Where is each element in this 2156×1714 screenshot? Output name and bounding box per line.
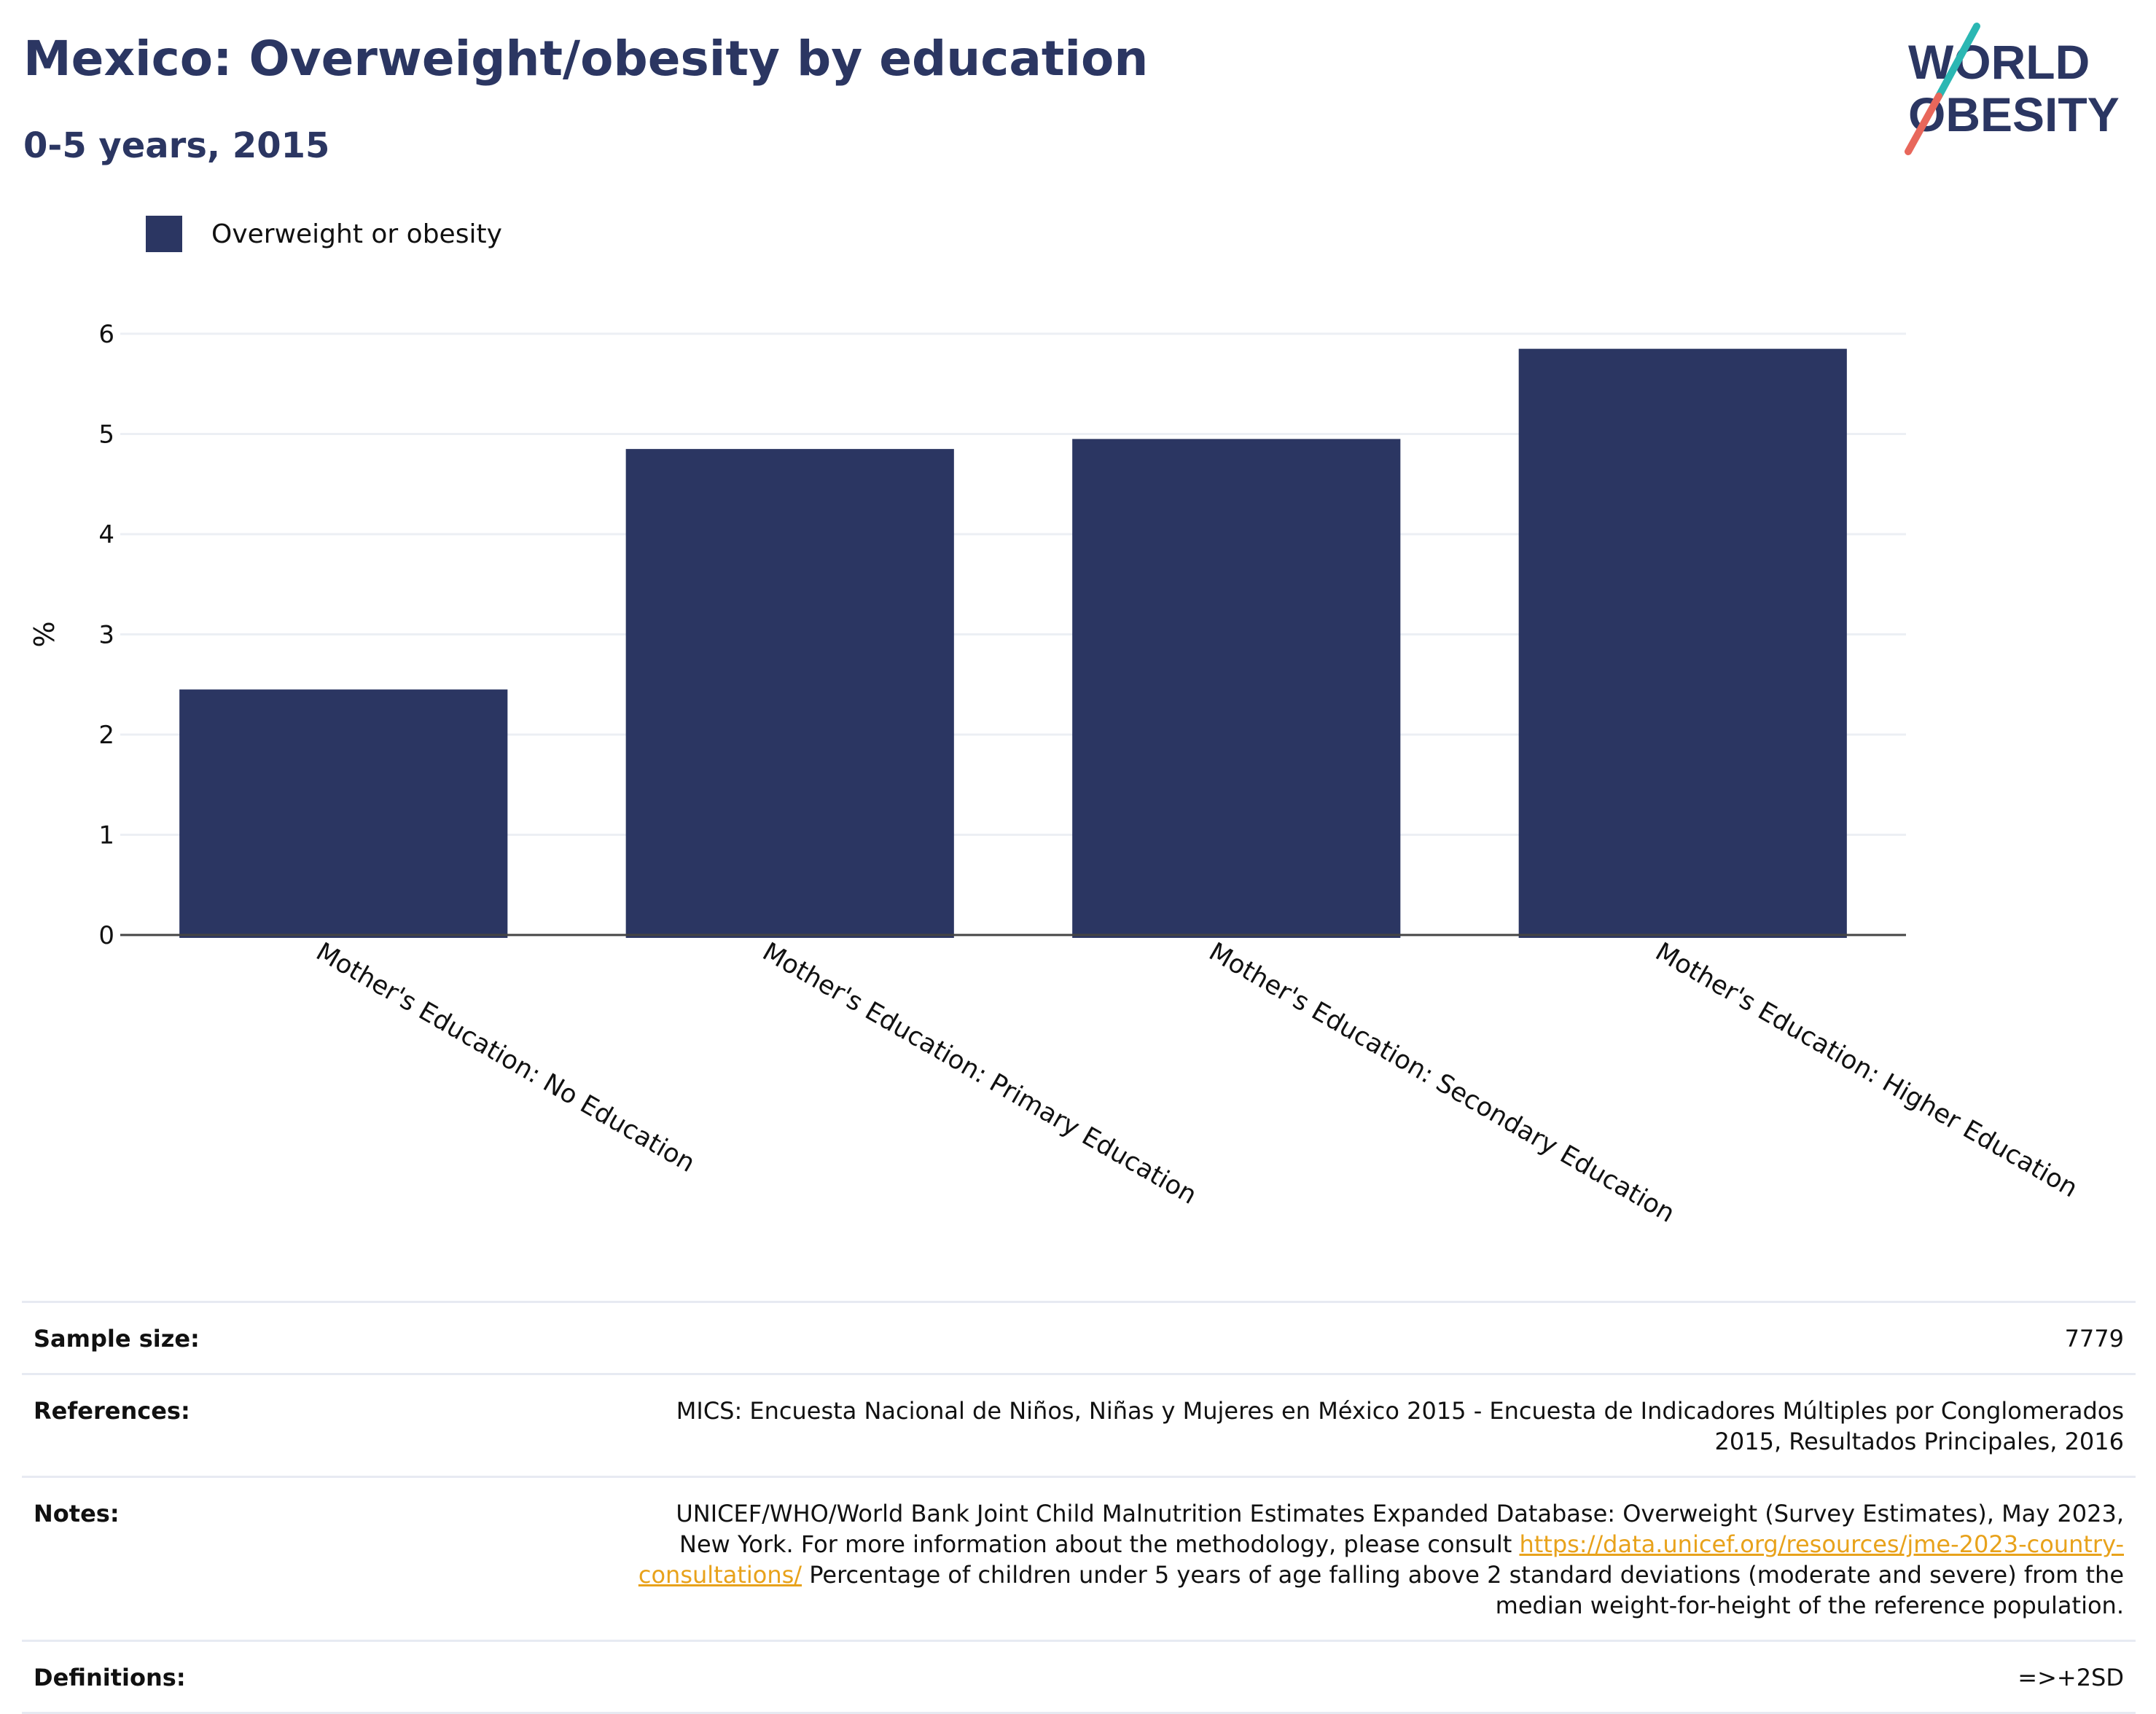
footer-row-sample-size: Sample size: 7779 <box>22 1301 2136 1373</box>
legend-label: Overweight or obesity <box>211 219 502 249</box>
y-tick-label: 0 <box>98 921 114 950</box>
definitions-value: =>+2SD <box>2018 1664 2124 1691</box>
sample-size-label: Sample size: <box>34 1325 200 1353</box>
notes-link[interactable]: https://data.unicef.org/resources/jme-20… <box>638 1530 2124 1589</box>
bar-chart: 0 1 2 3 4 5 6% Mother's Education: No Education… <box>28 320 2082 1229</box>
y-tick-label: 3 <box>98 621 114 650</box>
footer-table: Sample size: 7779 References: MICS: Encu… <box>22 1301 2136 1714</box>
notes-text-after: Percentage of children under 5 years of … <box>802 1561 2124 1619</box>
logo-slash-coral <box>1905 93 1942 155</box>
bar <box>1518 348 1847 938</box>
footer-row-notes: Notes: UNICEF/WHO/World Bank Joint Child… <box>22 1476 2136 1640</box>
logo-word-2: OBESITY <box>1908 87 2120 141</box>
y-tick-label: 2 <box>98 721 114 750</box>
bar <box>625 449 954 938</box>
y-tick-label: 5 <box>98 420 114 450</box>
legend-swatch <box>146 216 182 252</box>
x-tick-label: Mother's Education: No Education <box>311 937 700 1178</box>
y-axis-label: % <box>28 621 60 647</box>
y-tick-label: 4 <box>98 520 114 549</box>
notes-text-before: UNICEF/WHO/World Bank Joint Child Malnut… <box>676 1500 2124 1558</box>
x-tick-label: Mother's Education: Secondary Education <box>1204 937 1679 1229</box>
x-tick-label: Mother's Education: Higher Education <box>1650 937 2082 1203</box>
footer-row-definitions: Definitions: =>+2SD <box>22 1640 2136 1714</box>
legend[interactable]: Overweight or obesity <box>146 216 502 252</box>
y-tick-label: 6 <box>98 320 114 349</box>
chart-subtitle: 0-5 years, 2015 <box>23 125 330 166</box>
logo-slash-teal <box>1935 23 1980 100</box>
bar <box>179 689 508 938</box>
sample-size-value: 7779 <box>2064 1325 2124 1353</box>
footer-row-references: References: MICS: Encuesta Nacional de N… <box>22 1373 2136 1476</box>
definitions-label: Definitions: <box>34 1664 186 1691</box>
notes-label: Notes: <box>34 1500 120 1527</box>
world-obesity-logo: WORLD OBESITY <box>1905 23 2120 155</box>
references-value: MICS: Encuesta Nacional de Niños, Niñas … <box>676 1397 2124 1455</box>
y-tick-label: 1 <box>98 821 114 850</box>
logo-word-1: WORLD <box>1908 35 2090 89</box>
bar <box>1072 439 1401 938</box>
references-label: References: <box>34 1397 190 1425</box>
x-tick-label: Mother's Education: Primary Education <box>757 937 1201 1210</box>
notes-value: UNICEF/WHO/World Bank Joint Child Malnut… <box>630 1498 2124 1621</box>
chart-title: Mexico: Overweight/obesity by education <box>23 31 1149 87</box>
